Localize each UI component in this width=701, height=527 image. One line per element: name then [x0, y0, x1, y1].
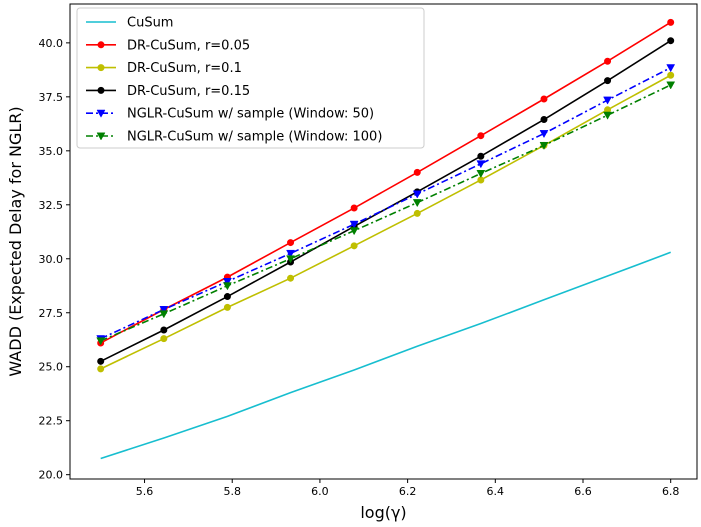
- legend-label: DR-CuSum, r=0.1: [127, 61, 242, 76]
- x-tick-label: 5.6: [136, 485, 154, 498]
- y-tick-label: 20.0: [39, 469, 64, 482]
- series-line: [100, 74, 672, 370]
- data-point: [666, 64, 676, 73]
- data-point: [287, 239, 295, 247]
- legend-entry-3: DR-CuSum, r=0.1: [86, 61, 242, 76]
- data-point: [667, 37, 675, 45]
- series-5: [96, 64, 676, 344]
- x-tick-label: 6.2: [399, 485, 417, 498]
- data-point: [412, 190, 422, 199]
- data-point: [603, 96, 612, 105]
- data-point: [350, 242, 358, 250]
- legend-label: DR-CuSum, r=0.05: [127, 38, 250, 53]
- axes-frame: [69, 3, 698, 480]
- data-point: [223, 303, 231, 311]
- y-tick-label: 40.0: [39, 37, 64, 50]
- x-axis-title: log(γ): [360, 503, 406, 522]
- data-point: [540, 95, 548, 103]
- legend-entry-2: DR-CuSum, r=0.05: [86, 38, 250, 53]
- x-tick-label: 6.6: [574, 485, 592, 498]
- legend-marker: [97, 86, 105, 94]
- y-tick-label: 35.0: [39, 145, 64, 158]
- axes: 5.6 5.8 6.0 6.2 6.4 6.6 6.8 20.0 22.5 25.0 27.5 30.…: [39, 3, 698, 498]
- data-point: [97, 365, 105, 373]
- data-point: [476, 160, 486, 169]
- data-point: [159, 306, 169, 315]
- x-tick-label: 5.8: [223, 485, 241, 498]
- data-point: [604, 57, 612, 65]
- data-point: [667, 71, 675, 79]
- data-point: [539, 130, 549, 139]
- data-point: [286, 255, 295, 264]
- legend-box: [76, 7, 425, 149]
- legend-marker: [97, 41, 105, 49]
- data-point: [540, 116, 548, 124]
- data-point: [96, 337, 106, 346]
- series-line: [100, 21, 672, 344]
- series-3: [97, 71, 675, 373]
- legend-entry-1: CuSum: [86, 16, 173, 31]
- plot-area: [96, 18, 676, 460]
- x-tick-label: 6.4: [487, 485, 505, 498]
- series-line: [100, 251, 671, 460]
- data-point: [604, 77, 612, 85]
- y-tick-label: 25.0: [39, 361, 64, 374]
- legend-label: CuSum: [127, 16, 173, 31]
- data-point: [666, 81, 676, 90]
- legend-marker: [96, 132, 106, 141]
- legend-entry-5: NGLR-CuSum w/ sample (Window: 50): [86, 107, 374, 122]
- data-point: [223, 293, 231, 301]
- data-point: [539, 141, 549, 150]
- data-point: [476, 170, 486, 179]
- data-point: [667, 18, 675, 26]
- legend-label: NGLR-CuSum w/ sample (Window: 100): [127, 130, 382, 145]
- y-tick-label: 30.0: [39, 253, 64, 266]
- y-axis-title: WADD (Expected Delay for NGLR): [6, 106, 25, 376]
- data-point: [603, 111, 612, 120]
- data-point: [477, 132, 485, 140]
- data-point: [349, 227, 359, 236]
- legend-entry-4: DR-CuSum, r=0.15: [86, 84, 250, 99]
- legend-entry-6: NGLR-CuSum w/ sample (Window: 100): [86, 130, 382, 145]
- y-tick-label: 32.5: [39, 199, 64, 212]
- series-6: [96, 81, 676, 346]
- data-point: [413, 168, 421, 176]
- data-point: [286, 249, 295, 258]
- series-line: [100, 84, 672, 342]
- x-tick-label: 6.8: [662, 485, 680, 498]
- series-1: [100, 251, 671, 460]
- data-point: [412, 199, 422, 208]
- data-point: [349, 220, 359, 229]
- legend-label: DR-CuSum, r=0.15: [127, 84, 250, 99]
- data-point: [350, 204, 358, 212]
- y-tick-label: 37.5: [39, 91, 64, 104]
- x-tick-label: 6.0: [311, 485, 329, 498]
- data-point: [222, 277, 232, 286]
- data-point: [97, 357, 105, 365]
- data-point: [477, 152, 485, 160]
- legend-marker: [97, 64, 105, 72]
- y-tick-label: 22.5: [39, 415, 64, 428]
- legend-label: NGLR-CuSum w/ sample (Window: 50): [127, 107, 374, 122]
- series-line: [100, 40, 672, 363]
- data-point: [222, 282, 232, 291]
- data-point: [160, 326, 168, 334]
- data-point: [159, 310, 169, 319]
- data-point: [160, 335, 168, 343]
- legend-marker: [96, 109, 106, 118]
- data-point: [413, 209, 421, 217]
- data-point: [287, 274, 295, 282]
- legend: CuSum DR-CuSum, r=0.05 DR-CuSum, r=0.1 DR-C…: [76, 7, 425, 149]
- y-tick-label: 27.5: [39, 307, 64, 320]
